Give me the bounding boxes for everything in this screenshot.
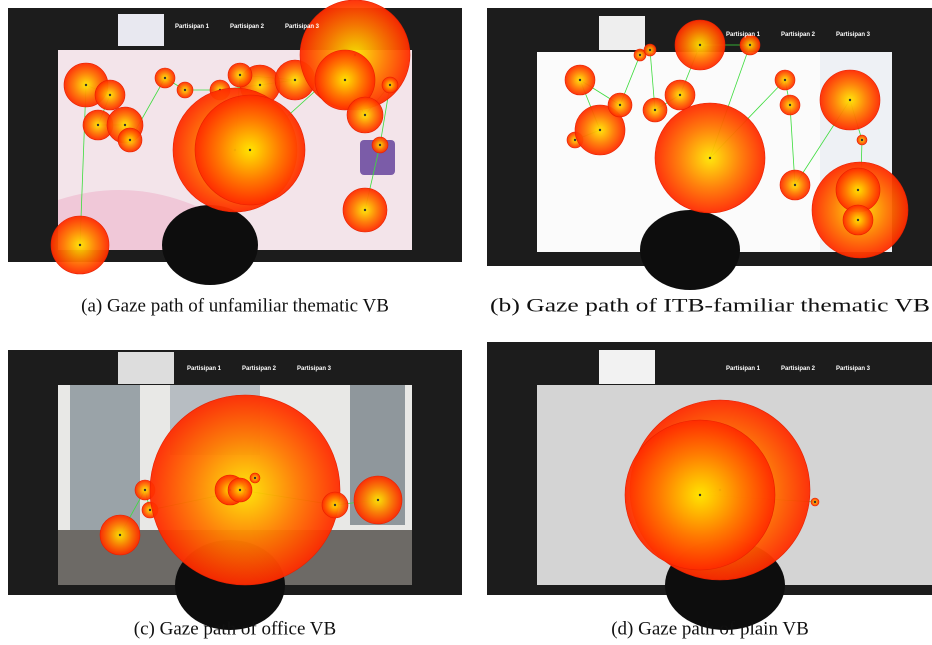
participant-label: Partisipan 1: [726, 32, 761, 38]
fixation-dot: [648, 48, 652, 52]
fixation-dot: [653, 108, 657, 112]
caption: (d) Gaze path of plain VB: [611, 618, 809, 639]
participant-label: Partisipan 2: [781, 32, 816, 38]
fixation-dot: [293, 78, 297, 82]
fixation-dot: [84, 83, 88, 87]
participant-label: Partisipan 3: [285, 24, 320, 30]
fixation-dot: [598, 128, 602, 132]
fixation-dot: [148, 508, 152, 512]
fixation-dot: [698, 43, 702, 47]
fixation-dot: [788, 103, 792, 107]
fixation-dot: [578, 78, 582, 82]
fixation-dot: [748, 43, 752, 47]
fixation-dot: [96, 123, 100, 127]
fixation-dot: [793, 183, 797, 187]
fixation-dot: [638, 53, 642, 57]
fixation-dot: [363, 208, 367, 212]
fixation-dot: [183, 88, 187, 92]
fixation-dot: [388, 83, 392, 87]
fixation-dot: [163, 76, 167, 80]
participant-label: Partisipan 2: [242, 366, 277, 372]
fixation-dot: [123, 123, 127, 127]
gaze-layer: [50, 0, 909, 586]
caption: (b) Gaze path of ITB-familiar thematic V…: [490, 295, 930, 316]
fixation-dot: [238, 73, 242, 77]
participant-label: Partisipan 2: [230, 24, 265, 30]
fixation-dot: [698, 493, 702, 497]
fixation-dot: [813, 500, 817, 504]
caption: (c) Gaze path of office VB: [134, 618, 336, 639]
participant-label: Partisipan 3: [297, 366, 332, 372]
participant-label: Partisipan 2: [781, 366, 816, 372]
participant-label: Partisipan 1: [175, 24, 210, 30]
fixation-dot: [378, 143, 382, 147]
fixation-dot: [573, 138, 577, 142]
fixation-dot: [143, 488, 147, 492]
caption: (a) Gaze path of unfamiliar thematic VB: [81, 295, 389, 316]
participant-label: Partisipan 1: [726, 366, 761, 372]
participant-label: Partisipan 3: [836, 32, 871, 38]
fixation-dot: [783, 78, 787, 82]
participant-label: Partisipan 1: [187, 366, 222, 372]
fixation-dot: [118, 533, 122, 537]
fixation-dot: [248, 148, 252, 152]
fixation-dot: [860, 138, 864, 142]
fixation-dot: [258, 83, 262, 87]
fixation-dot: [376, 498, 380, 502]
fixation-dot: [253, 476, 257, 480]
fixation-dot: [856, 188, 860, 192]
fixation-dot: [78, 243, 82, 247]
fixation-dot: [363, 113, 367, 117]
fixation-dot: [618, 103, 622, 107]
fixation-dot: [128, 138, 132, 142]
labels: Partisipan 1 Partisipan 2 Partisipan 3 (a) …: [81, 24, 930, 639]
fixation-dot: [708, 156, 712, 160]
fixation-dot: [848, 98, 852, 102]
fixation-dot: [333, 503, 337, 507]
fixation-dot: [238, 488, 242, 492]
fixation-dot: [678, 93, 682, 97]
participant-label: Partisipan 3: [836, 366, 871, 372]
fixation-dot: [108, 93, 112, 97]
fixation-dot: [343, 78, 347, 82]
fixation-dot: [856, 218, 860, 222]
